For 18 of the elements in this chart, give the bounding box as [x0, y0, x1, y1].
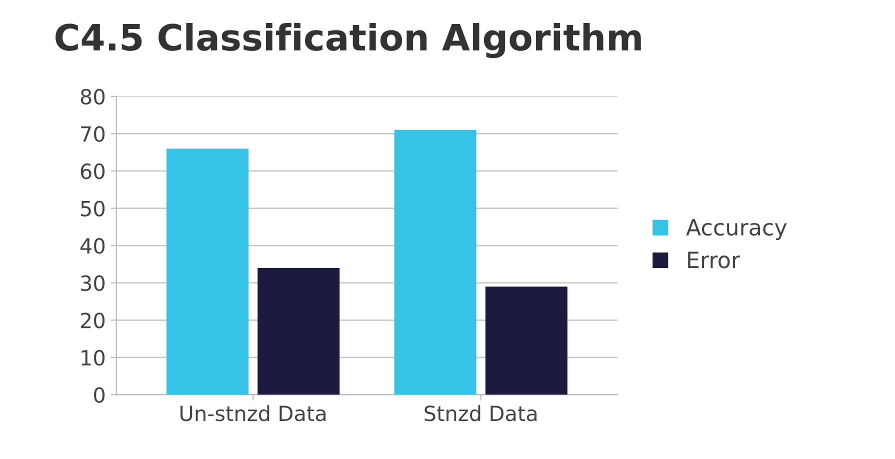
x-tick-label: Un-stnzd Data — [180, 405, 326, 422]
chart-title: C4.5 Classification Algorithm — [56, 22, 641, 58]
bar — [394, 130, 476, 395]
y-tick-label: 20 — [80, 312, 105, 328]
y-tick-label: 70 — [81, 126, 105, 142]
y-tick-label: 60 — [80, 163, 105, 180]
y-tick-label: 0 — [94, 387, 105, 403]
y-tick-label: 80 — [80, 88, 105, 105]
legend-label: Error — [688, 252, 740, 268]
y-tick-label: 50 — [81, 200, 105, 216]
y-tick-label: 30 — [81, 275, 105, 292]
y-tick-label: 40 — [80, 238, 105, 254]
bar — [166, 148, 248, 395]
x-tick-label: Stnzd Data — [424, 405, 537, 422]
bar — [258, 268, 340, 395]
y-tick-label: 10 — [82, 350, 105, 366]
legend-label: Accuracy — [686, 219, 787, 240]
bar — [485, 286, 568, 395]
